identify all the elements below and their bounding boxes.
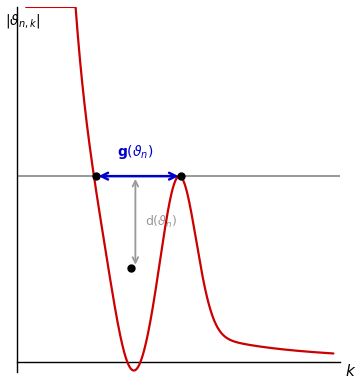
- Text: $|\vartheta_{n,k}|$: $|\vartheta_{n,k}|$: [5, 12, 41, 30]
- Text: $k$: $k$: [345, 363, 357, 379]
- Text: $\mathrm{d}(\vartheta_n)$: $\mathrm{d}(\vartheta_n)$: [145, 214, 177, 230]
- Text: $\mathbf{g}(\vartheta_n)$: $\mathbf{g}(\vartheta_n)$: [117, 143, 154, 161]
